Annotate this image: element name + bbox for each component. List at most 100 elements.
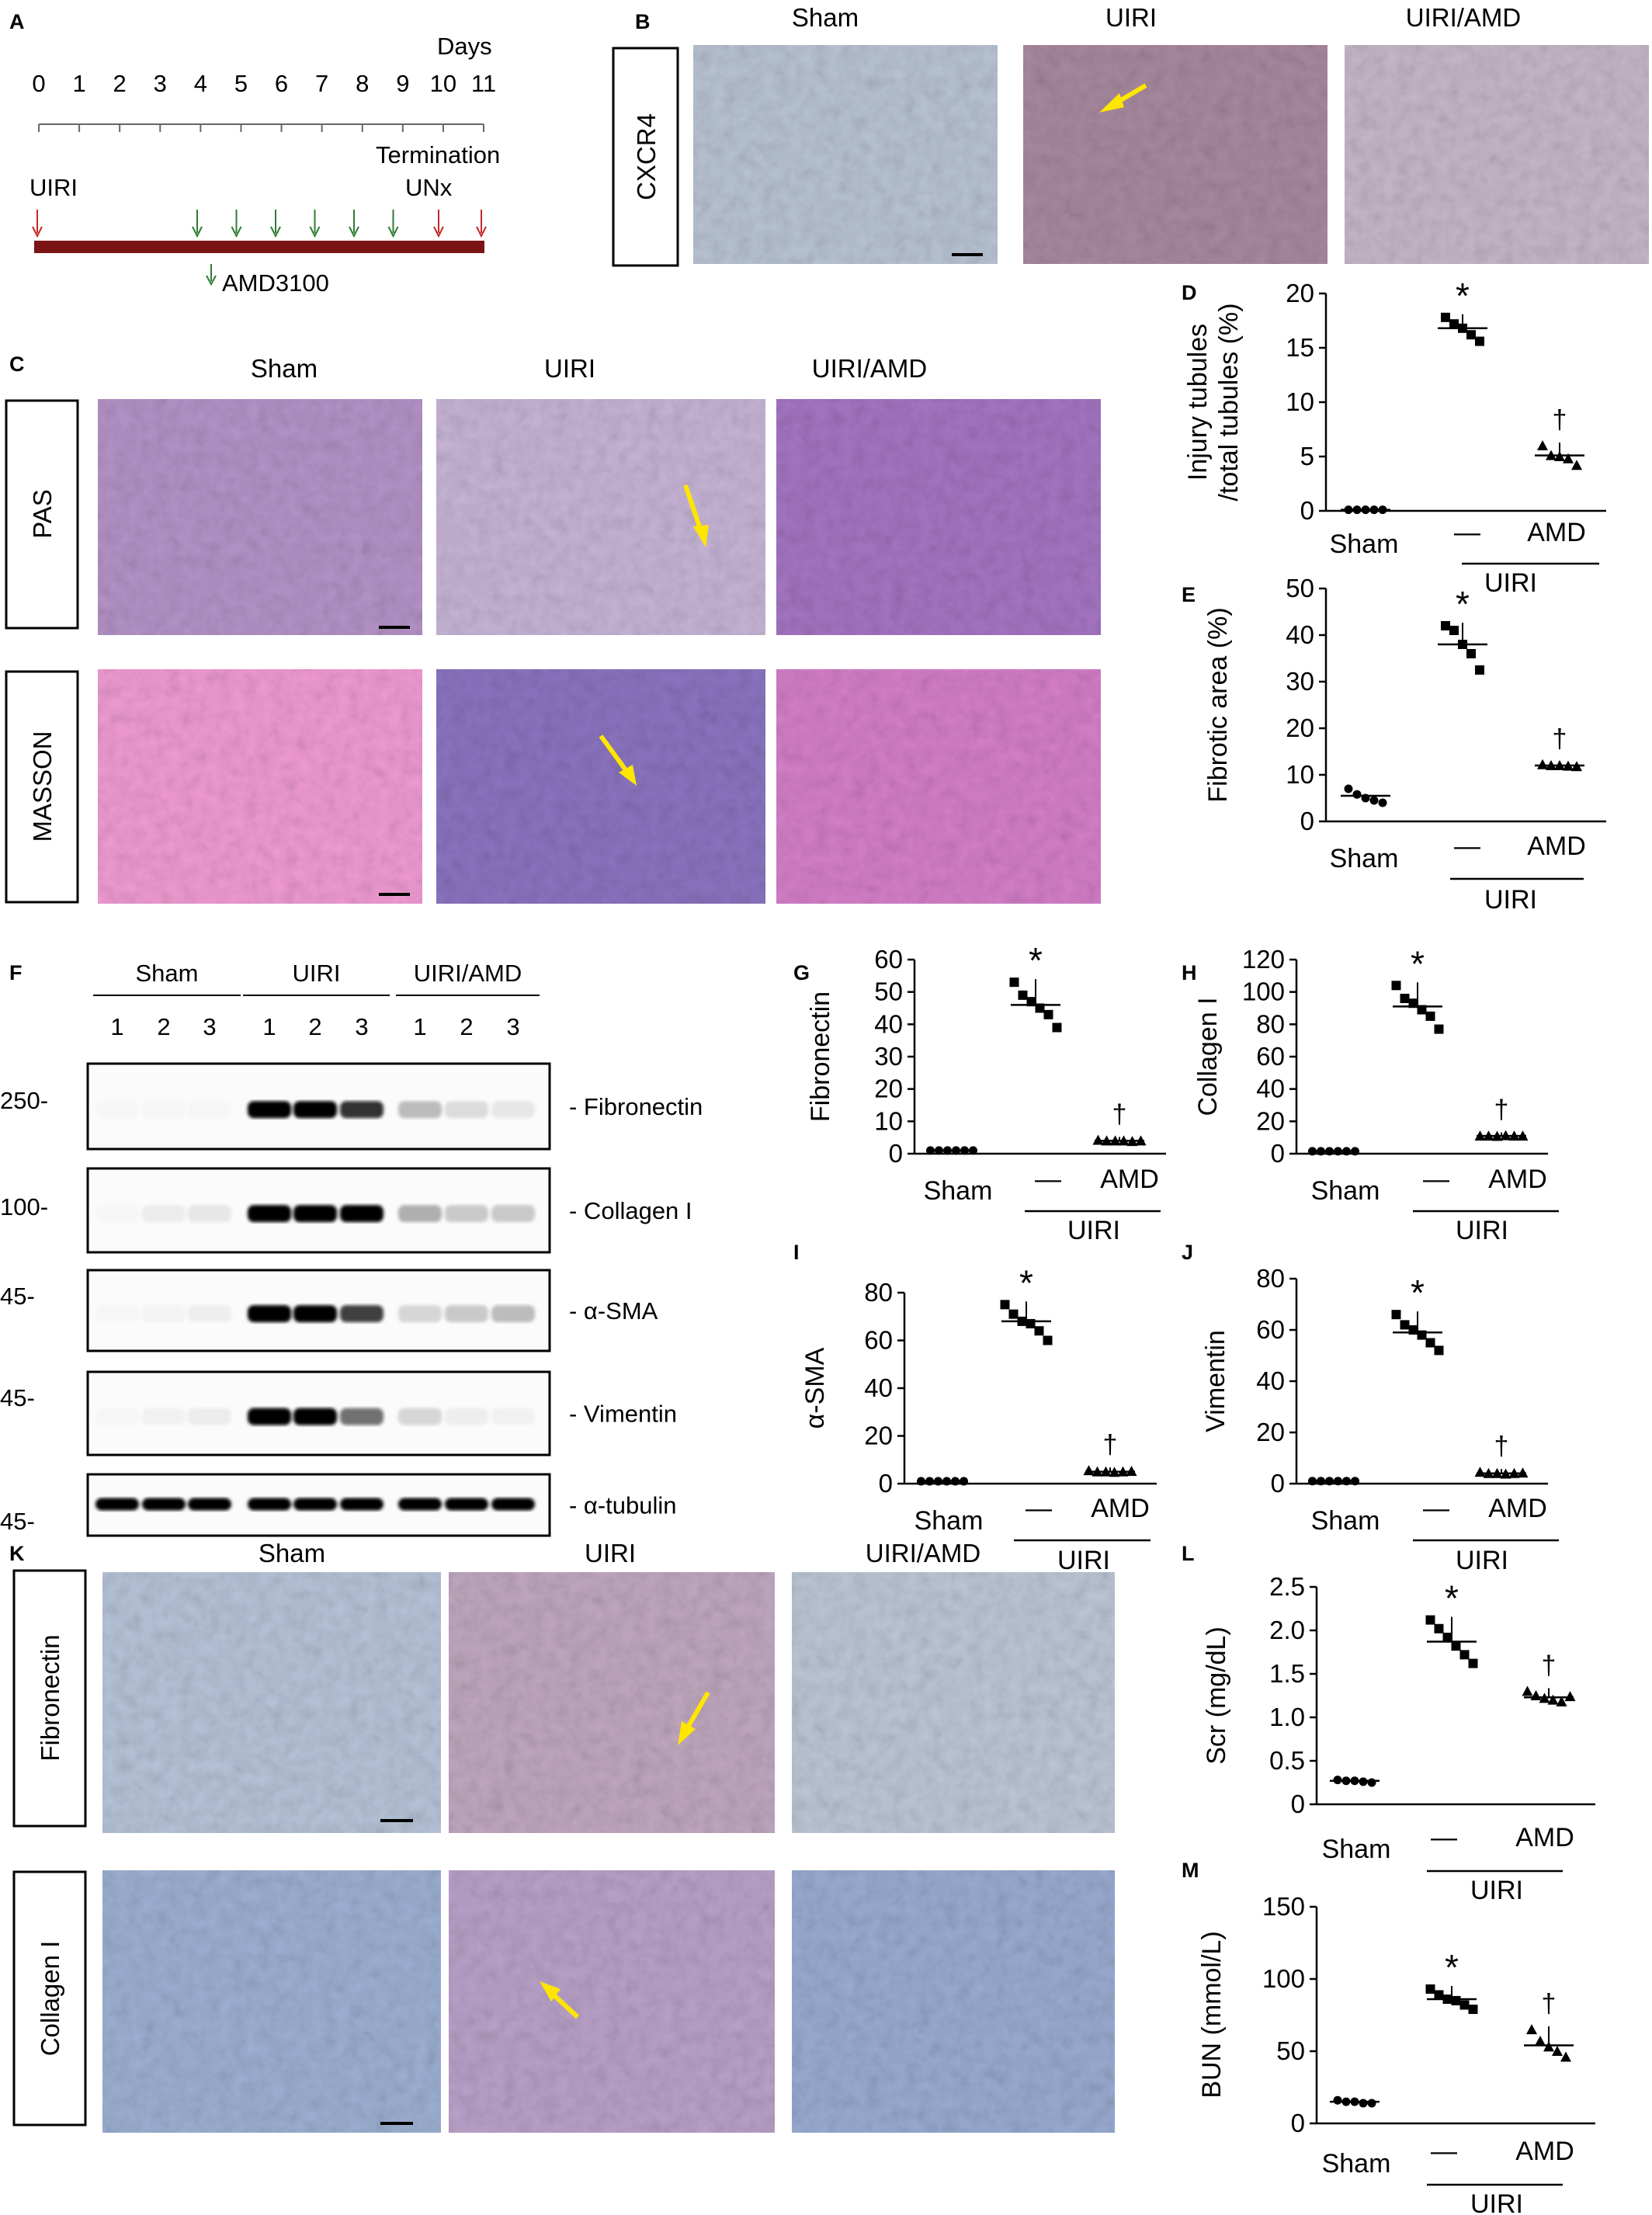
blot-band <box>188 1305 231 1323</box>
x-label-uiri: UIRI <box>1456 1216 1508 1245</box>
amd-legend: AMD3100 <box>206 264 329 297</box>
timeline-tick-label: 5 <box>234 70 248 97</box>
y-tick-label: 20 <box>864 1422 893 1450</box>
data-point <box>1441 621 1450 630</box>
significance-star: * <box>1445 1578 1459 1619</box>
data-point <box>1043 1335 1053 1345</box>
blot-band <box>248 1498 291 1511</box>
blot-lane-label: 2 <box>460 1013 473 1040</box>
data-point <box>1391 981 1401 991</box>
y-tick-label: 2.0 <box>1269 1616 1305 1644</box>
y-tick-label: 50 <box>1286 574 1314 602</box>
timeline-tick-label: 11 <box>471 70 496 97</box>
blot-band <box>340 1205 384 1223</box>
data-point <box>1449 626 1459 635</box>
panel-b: CXCR4 Sham UIRI UIRI/AMD <box>612 3 1649 267</box>
row-label-masson: MASSON <box>28 731 57 842</box>
col-label-c-uiri: UIRI <box>544 354 595 383</box>
significance-dagger: † <box>1103 1430 1118 1460</box>
blot-band <box>340 1101 384 1119</box>
x-label-vehicle-dash: — <box>1454 518 1480 547</box>
data-point <box>1425 1984 1435 1995</box>
x-label-uiri: UIRI <box>1057 1546 1110 1575</box>
panel-letter-j: J <box>1182 1241 1193 1264</box>
x-label-amd: AMD <box>1100 1165 1159 1194</box>
blot-band <box>445 1408 488 1425</box>
blot-band-label: - α-tubulin <box>569 1492 677 1519</box>
timeline-tick-label: 3 <box>154 70 167 97</box>
scatter-chart-h: 0 20 40 60 80 100 120 Collagen I * † Sham — AMD UIRI <box>1193 943 1559 1245</box>
timeline-tick-label: 8 <box>356 70 369 97</box>
x-label-uiri: UIRI <box>1470 1876 1523 1905</box>
data-point <box>1475 665 1484 675</box>
y-tick-label: 0 <box>1300 807 1314 835</box>
y-tick-label: 150 <box>1262 1892 1305 1921</box>
data-point <box>1352 790 1362 799</box>
arrow-icon <box>678 1691 710 1745</box>
arrow-icon <box>1099 83 1147 113</box>
y-tick-label: 0 <box>1271 1139 1285 1168</box>
termination-label: Termination <box>376 141 500 168</box>
amd3100-label: AMD3100 <box>222 269 329 297</box>
x-label-amd: AMD <box>1488 1165 1547 1194</box>
blot-lane-label: 2 <box>157 1013 170 1040</box>
row-label-pas: PAS <box>28 489 57 539</box>
arrow-icon <box>599 734 637 786</box>
x-label-sham: Sham <box>914 1506 984 1536</box>
data-point <box>1400 994 1410 1003</box>
panel-letter-l: L <box>1182 1542 1195 1565</box>
blot-bands <box>248 1101 535 1119</box>
y-tick-label: 40 <box>1286 620 1314 649</box>
blot-band-label: - Collagen I <box>569 1197 692 1224</box>
scatter-chart-g: 0 10 20 30 40 50 60 Fibronectin * † Sham — AMD UIRI <box>806 940 1166 1245</box>
x-label-uiri: UIRI <box>1470 2189 1523 2215</box>
data-point <box>1092 1134 1104 1145</box>
micrograph-c-pas-uiri <box>436 399 765 635</box>
blot-lane-label: 3 <box>355 1013 368 1040</box>
blot-lane-label: 1 <box>110 1013 123 1040</box>
y-tick-label: 100 <box>1262 1964 1305 1993</box>
y-axis-label-line: Injury tubules <box>1183 324 1213 481</box>
micrograph-k-fn-uiri <box>449 1572 775 1833</box>
y-axis-label: Vimentin <box>1201 1330 1230 1432</box>
y-axis-label-line: BUN (mmol/L) <box>1197 1931 1227 2098</box>
micrograph-k-fn-sham <box>102 1572 441 1833</box>
blot-band <box>95 1205 139 1222</box>
blot-band <box>293 1305 337 1323</box>
y-tick-label: 60 <box>1256 1315 1285 1344</box>
y-tick-label: 40 <box>1256 1366 1285 1395</box>
significance-star: * <box>1029 940 1043 981</box>
x-label-vehicle-dash: — <box>1035 1165 1061 1194</box>
y-axis-label: Injury tubules/total tubules (%) <box>1183 303 1244 501</box>
blot-bands <box>142 1408 535 1425</box>
y-tick-label: 80 <box>1256 1009 1285 1038</box>
x-label-sham: Sham <box>924 1176 993 1206</box>
x-label-amd: AMD <box>1527 831 1586 861</box>
y-tick-label: 120 <box>1242 945 1285 974</box>
row-label-box-masson <box>5 670 79 904</box>
data-point <box>1560 2051 1571 2062</box>
significance-star: * <box>1456 276 1470 316</box>
y-tick-label: 40 <box>864 1373 893 1402</box>
x-label-vehicle-dash: — <box>1423 1165 1449 1194</box>
unx-arrow-icon <box>433 210 444 238</box>
termination-arrow-icon <box>476 210 487 238</box>
blot-band <box>293 1408 337 1425</box>
data-point <box>1552 2046 1563 2056</box>
y-tick-label: 1.5 <box>1269 1659 1305 1688</box>
blot-band <box>248 1408 291 1425</box>
uiri-start-label: UIRI <box>30 174 78 201</box>
data-point <box>1052 1022 1062 1033</box>
row-label-fibronectin: Fibronectin <box>36 1634 64 1761</box>
data-point <box>1425 1615 1435 1625</box>
significance-dagger: † <box>1553 724 1567 754</box>
col-label-b-uiri: UIRI <box>1105 3 1157 32</box>
data-point <box>1442 1632 1452 1642</box>
y-axis-label: BUN (mmol/L) <box>1197 1931 1227 2098</box>
panel-letter-c: C <box>9 352 25 376</box>
y-tick-label: 20 <box>1256 1418 1285 1446</box>
blot-band-label: - Fibronectin <box>569 1093 703 1120</box>
panel-letters: A B C D E F G H I J K L M <box>9 10 1199 1882</box>
micrograph-k-col-sham <box>102 1870 441 2133</box>
